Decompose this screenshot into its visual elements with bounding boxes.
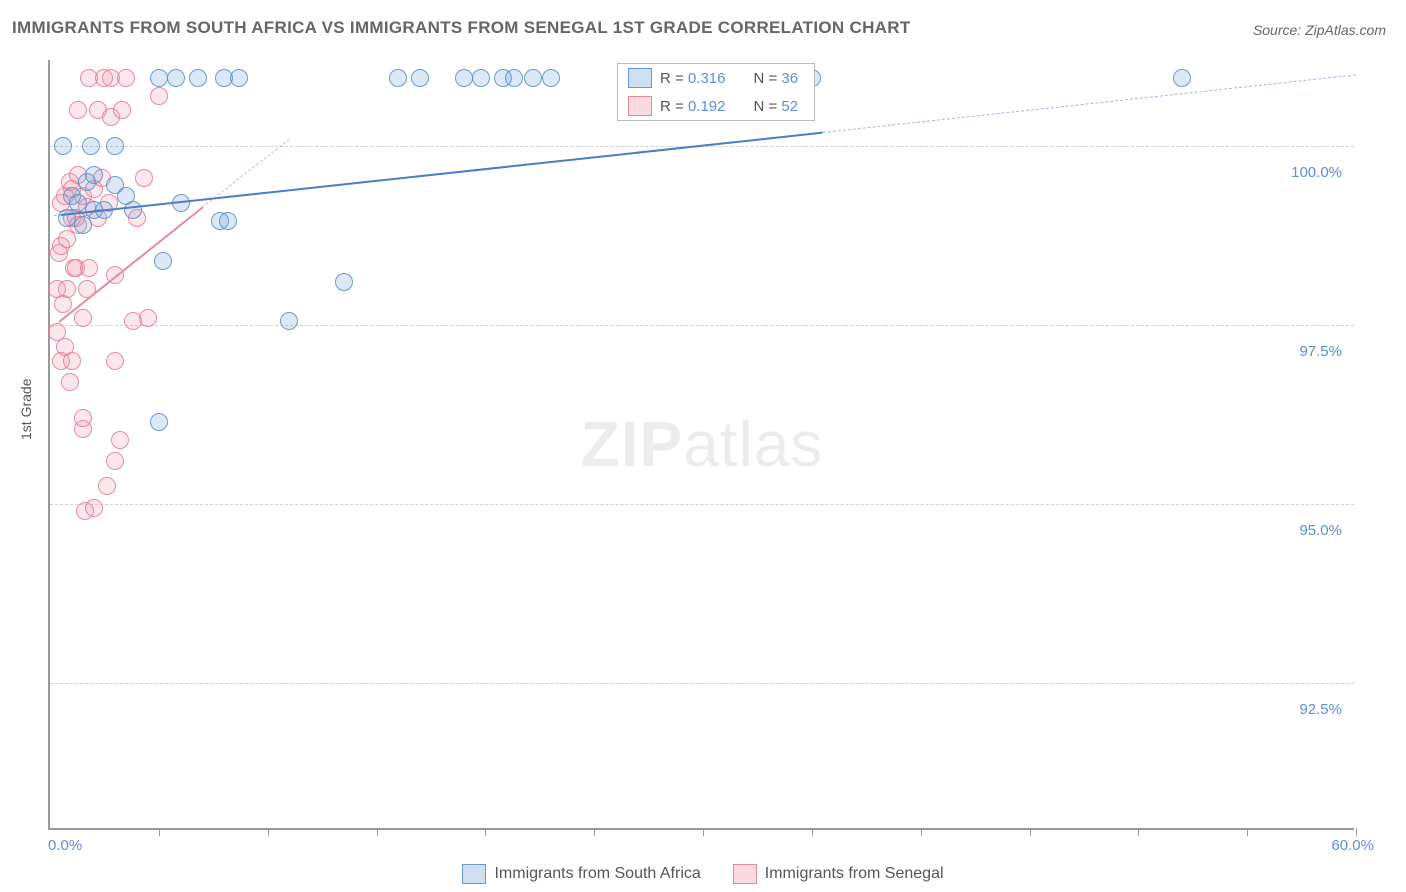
data-point [189,69,207,87]
x-tick [485,828,486,836]
data-point [63,352,81,370]
trend-line-extrapolation [202,139,290,208]
series-legend: Immigrants from South Africa Immigrants f… [0,864,1406,884]
data-point [150,413,168,431]
chart-title: IMMIGRANTS FROM SOUTH AFRICA VS IMMIGRAN… [12,18,911,38]
y-axis-label: 1st Grade [18,379,34,440]
x-tick-max: 60.0% [1331,837,1374,854]
legend-label: Immigrants from South Africa [494,865,700,883]
legend-row: R = 0.316 N = 36 [618,64,814,92]
data-point [106,452,124,470]
data-point [58,280,76,298]
data-point [505,69,523,87]
data-point [1173,69,1191,87]
watermark: ZIPatlas [581,407,824,481]
data-point [82,137,100,155]
gridline [50,683,1354,684]
x-tick [703,828,704,836]
data-point [106,137,124,155]
data-point [85,499,103,517]
data-point [85,166,103,184]
scatter-plot-area: ZIPatlas 92.5% 95.0% 97.5% 100.0% R = 0.316 N… [48,60,1354,830]
data-point [139,309,157,327]
data-point [69,101,87,119]
x-tick [377,828,378,836]
data-point [411,69,429,87]
data-point [74,309,92,327]
legend-label: Immigrants from Senegal [765,865,944,883]
data-point [135,169,153,187]
legend-row: R = 0.192 N = 52 [618,92,814,120]
correlation-stats-legend: R = 0.316 N = 36 R = 0.192 N = 52 [617,63,815,121]
gridline [50,325,1354,326]
legend-swatch [628,96,652,116]
gridline [50,504,1354,505]
legend-r-label: R = 0.192 [660,98,725,115]
data-point [455,69,473,87]
legend-swatch [733,864,757,884]
x-tick [1030,828,1031,836]
data-point [150,87,168,105]
data-point [280,312,298,330]
data-point [98,477,116,495]
legend-r-label: R = 0.316 [660,70,725,87]
legend-swatch [628,68,652,88]
data-point [167,69,185,87]
data-point [80,259,98,277]
y-tick-label: 97.5% [1299,343,1342,360]
data-point [154,252,172,270]
trend-line-extrapolation [823,74,1356,133]
legend-n-label: N = 52 [753,98,798,115]
x-tick [594,828,595,836]
legend-n-label: N = 36 [753,70,798,87]
x-tick [159,828,160,836]
x-tick [1138,828,1139,836]
source-label: Source: ZipAtlas.com [1253,22,1386,38]
data-point [54,137,72,155]
data-point [111,431,129,449]
legend-item: Immigrants from Senegal [733,864,944,884]
data-point [542,69,560,87]
x-tick [921,828,922,836]
data-point [335,273,353,291]
y-tick-label: 92.5% [1299,701,1342,718]
x-tick [268,828,269,836]
data-point [389,69,407,87]
trend-line [61,132,823,216]
x-tick [812,828,813,836]
data-point [61,373,79,391]
data-point [124,201,142,219]
y-tick-label: 100.0% [1291,164,1342,181]
x-tick-min: 0.0% [48,837,82,854]
legend-item: Immigrants from South Africa [462,864,700,884]
data-point [106,352,124,370]
data-point [219,212,237,230]
data-point [117,69,135,87]
data-point [472,69,490,87]
y-tick-label: 95.0% [1299,522,1342,539]
x-tick [1247,828,1248,836]
data-point [74,409,92,427]
data-point [150,69,168,87]
data-point [524,69,542,87]
data-point [230,69,248,87]
data-point [113,101,131,119]
x-tick [1356,828,1357,836]
legend-swatch [462,864,486,884]
